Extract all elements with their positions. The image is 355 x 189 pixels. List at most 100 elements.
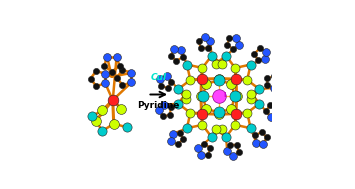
Point [102, 82, 108, 85]
Point [262, 57, 268, 60]
Point [203, 108, 209, 111]
Point [233, 112, 239, 115]
Point [201, 142, 207, 145]
Point [187, 78, 193, 81]
Point [120, 68, 125, 71]
Point [272, 75, 277, 78]
Point [187, 111, 193, 114]
Point [173, 59, 179, 62]
Point [180, 138, 186, 141]
Point [161, 103, 166, 106]
Point [213, 128, 219, 131]
Point [199, 78, 204, 81]
Point [169, 139, 174, 143]
Point [226, 37, 232, 40]
Point [179, 49, 184, 52]
Point [129, 81, 134, 84]
Point [169, 80, 174, 83]
Point [199, 112, 204, 115]
Point [196, 39, 202, 42]
Point [216, 95, 222, 98]
Point [209, 136, 214, 139]
Point [198, 95, 204, 98]
Point [207, 146, 213, 149]
Point [171, 48, 177, 51]
Point [216, 113, 222, 116]
Point [100, 109, 105, 112]
Point [257, 47, 262, 50]
Point [160, 115, 166, 118]
Point [213, 62, 219, 65]
Point [200, 123, 205, 126]
Point [175, 102, 181, 105]
Point [180, 56, 185, 59]
Point [252, 52, 257, 55]
Point [223, 136, 229, 139]
Point [275, 81, 281, 84]
Point [219, 128, 224, 131]
Point [252, 134, 258, 137]
Text: I: I [223, 92, 225, 98]
Point [219, 62, 224, 65]
Point [224, 44, 230, 47]
Point [200, 66, 205, 69]
Point [104, 56, 110, 59]
Point [274, 105, 280, 108]
Point [202, 35, 208, 38]
Point [175, 88, 181, 91]
Point [88, 77, 93, 80]
Point [227, 143, 233, 146]
Point [234, 143, 240, 146]
Point [206, 153, 211, 156]
Point [93, 85, 99, 88]
Point [156, 109, 162, 112]
Point [233, 123, 238, 126]
Point [234, 36, 239, 39]
Text: Pyridine: Pyridine [137, 101, 180, 110]
Point [230, 154, 236, 157]
Point [244, 78, 250, 81]
Point [231, 48, 236, 51]
Point [267, 103, 273, 106]
Point [196, 147, 201, 150]
Point [248, 92, 254, 95]
Point [259, 131, 264, 134]
Point [129, 71, 134, 74]
Point [89, 115, 95, 118]
Point [216, 111, 222, 114]
Point [257, 88, 262, 91]
Point [114, 56, 119, 59]
Point [268, 115, 273, 118]
Point [168, 106, 173, 109]
Point [200, 95, 206, 98]
Point [100, 130, 105, 133]
Point [158, 84, 163, 88]
Point [229, 108, 234, 111]
Point [264, 77, 270, 80]
Point [224, 150, 230, 153]
Point [234, 95, 239, 98]
Point [248, 127, 253, 130]
Point [118, 107, 124, 110]
Point [198, 153, 204, 156]
Point [175, 143, 181, 146]
Point [109, 70, 115, 73]
Point [177, 131, 182, 134]
Point [244, 111, 250, 114]
Point [93, 119, 99, 122]
Point [93, 69, 99, 72]
Point [255, 59, 261, 62]
Point [233, 78, 239, 81]
Text: CuI: CuI [151, 73, 167, 82]
Point [236, 43, 242, 46]
Point [261, 142, 266, 145]
Point [117, 64, 122, 67]
Point [183, 98, 189, 101]
Point [101, 64, 107, 67]
Point [223, 54, 229, 57]
Point [167, 113, 173, 116]
Point [253, 141, 259, 144]
Point [271, 87, 277, 90]
Point [184, 63, 190, 66]
Point [257, 102, 262, 105]
